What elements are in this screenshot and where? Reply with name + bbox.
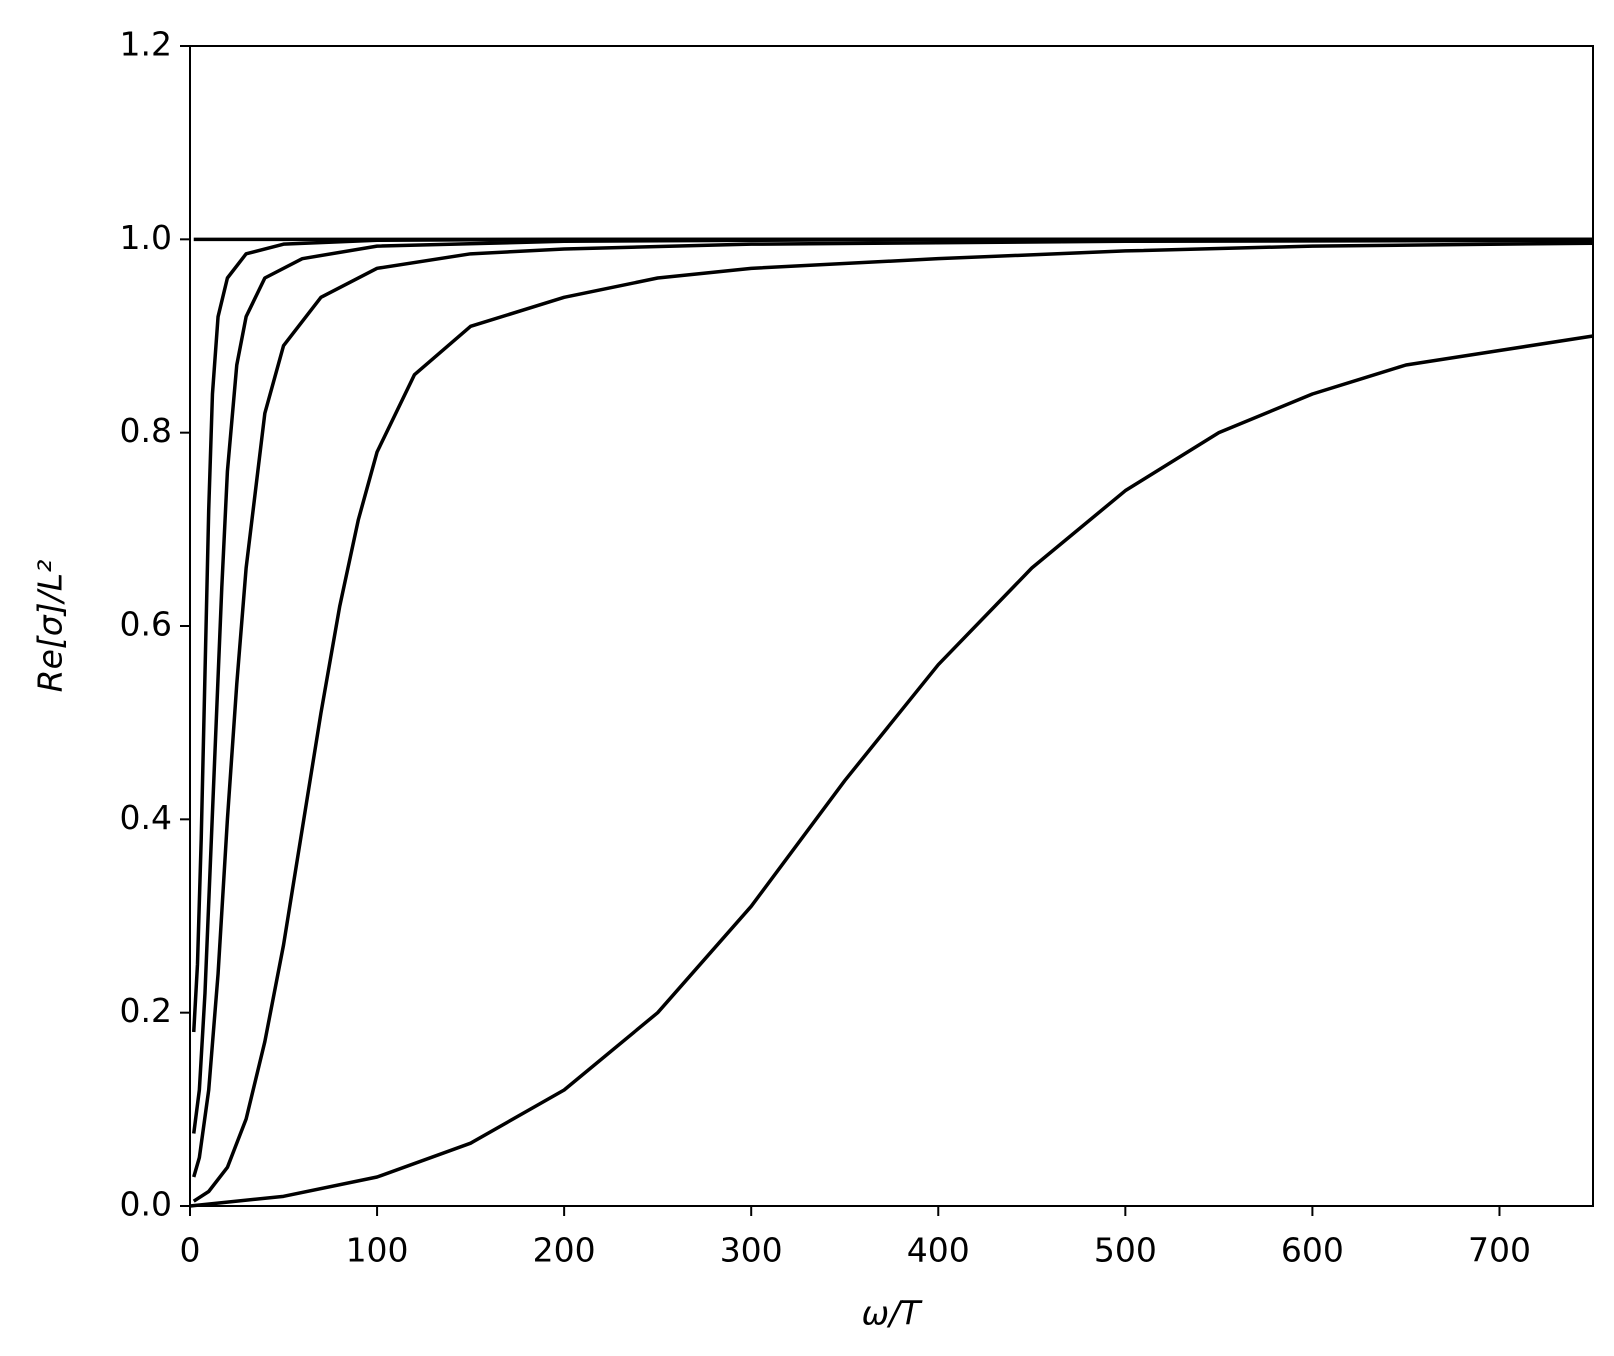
x-tick-label: 300 <box>720 1231 783 1270</box>
x-tick-label: 500 <box>1094 1231 1157 1270</box>
y-tick-label: 1.0 <box>120 218 172 257</box>
x-tick-label: 200 <box>533 1231 596 1270</box>
plot-frame <box>189 45 1594 1207</box>
line-series <box>192 237 1593 1134</box>
x-tick-label: 400 <box>907 1231 970 1270</box>
y-tick-label: 0.8 <box>120 411 172 450</box>
line-series <box>192 241 1594 1203</box>
y-tick-label: 0.4 <box>120 798 172 837</box>
x-tick-label: 700 <box>1468 1231 1531 1270</box>
y-tick-label: 0.6 <box>120 605 172 644</box>
line-series <box>191 237 1593 1033</box>
y-tick-label: 1.2 <box>120 25 172 64</box>
x-tick-label: 100 <box>346 1231 409 1270</box>
y-tick-label: 0.2 <box>120 991 172 1030</box>
y-axis-label: Re[σ]/L² <box>31 560 70 693</box>
y-tick-label: 0.0 <box>120 1185 172 1224</box>
x-tick-label: 600 <box>1281 1231 1344 1270</box>
x-axis-label: ω/T <box>862 1294 924 1333</box>
line-series <box>192 238 1594 1178</box>
line-series <box>189 334 1594 1208</box>
x-tick-label: 0 <box>180 1231 201 1270</box>
